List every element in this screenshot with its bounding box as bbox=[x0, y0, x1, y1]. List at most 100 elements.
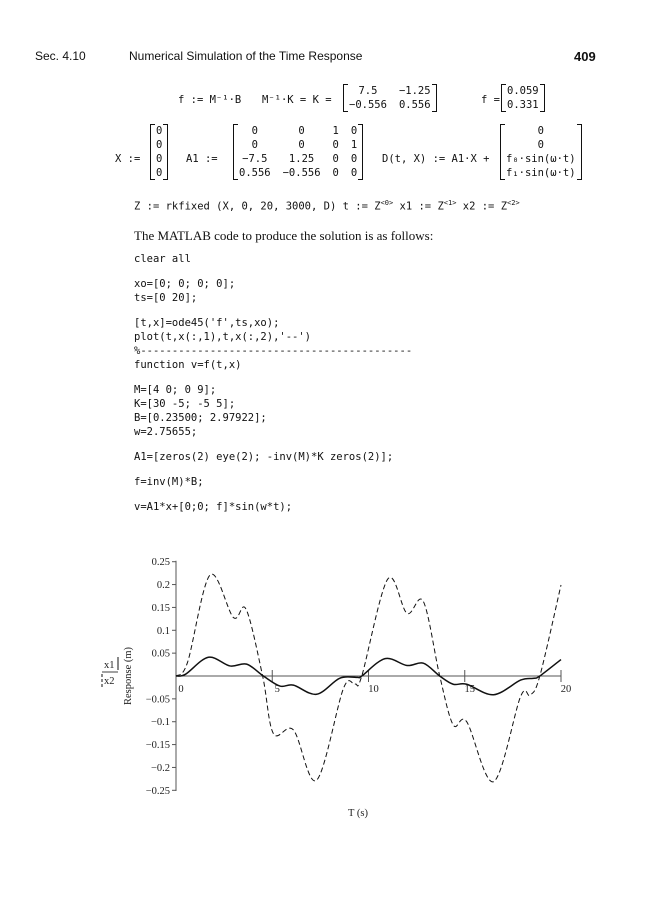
page-number: 409 bbox=[574, 49, 596, 64]
section-number: Sec. 4.10 bbox=[35, 49, 86, 63]
code-line: ts=[0 20]; bbox=[134, 292, 198, 304]
y-tick-label: 0.1 bbox=[157, 626, 170, 637]
matrix-cell: −7.5 bbox=[242, 153, 268, 165]
matrix-cell: 0.059 bbox=[507, 85, 539, 97]
k-matrix: 7.5 −1.25 −0.556 0.556 bbox=[343, 84, 437, 112]
code-line: B=[0.23500; 2.97922]; bbox=[134, 412, 267, 424]
code-block: f=inv(M)*B; bbox=[134, 475, 412, 489]
code-line: f=inv(M)*B; bbox=[134, 476, 204, 488]
matrix-row: 0.556 −0.556 0 0 bbox=[233, 166, 363, 180]
code-block: clear all bbox=[134, 252, 412, 266]
code-line: v=A1*x+[0;0; f]*sin(w*t); bbox=[134, 501, 293, 513]
code-line: w=2.75655; bbox=[134, 426, 198, 438]
matrix-cell: 0 bbox=[156, 139, 163, 151]
code-line: xo=[0; 0; 0; 0]; bbox=[134, 278, 236, 290]
code-line: A1=[zeros(2) eye(2); -inv(M)*K zeros(2)]… bbox=[134, 451, 394, 463]
x-vector: 0 0 0 0 bbox=[150, 124, 169, 180]
series-x1-line bbox=[175, 656, 562, 696]
code-block: [t,x]=ode45('f',ts,xo); plot(t,x(:,1),t,x… bbox=[134, 316, 412, 372]
x-tick-label: 5 bbox=[275, 684, 280, 695]
y-tick-label: 0.15 bbox=[152, 603, 170, 614]
y-tick-label: 0.05 bbox=[152, 649, 170, 660]
matrix-row: 0 bbox=[150, 166, 168, 180]
rkfixed-line: Z := rkfixed (X, 0, 20, 3000, D) t := Z<… bbox=[134, 199, 520, 213]
running-title: Numerical Simulation of the Time Respons… bbox=[129, 49, 363, 63]
matrix-cell: 0.331 bbox=[507, 99, 539, 111]
y-tick-label: −0.15 bbox=[146, 740, 170, 751]
d-vector: 0 0 f₀·sin(ω·t) f₁·sin(ω·t) bbox=[500, 124, 582, 180]
legend-label-x2: x2 bbox=[104, 676, 115, 687]
matrix-cell: −0.556 bbox=[282, 167, 321, 179]
code-line: clear all bbox=[134, 253, 191, 265]
matrix-cell: 0 bbox=[298, 139, 305, 151]
code-line: M=[4 0; 0 9]; bbox=[134, 384, 217, 396]
matrix-cell: 0 bbox=[537, 125, 544, 137]
matrix-cell: 0 bbox=[350, 167, 358, 179]
legend-label-x1: x1 bbox=[104, 660, 115, 671]
code-line: K=[30 -5; -5 5]; bbox=[134, 398, 236, 410]
matrix-cell: 0 bbox=[298, 125, 305, 137]
a1-matrix: 0 0 1 0 0 0 0 1 −7.5 1.25 0 0 0.556 −0.556 0 0 bbox=[233, 124, 364, 180]
matrix-cell: f₁·sin(ω·t) bbox=[506, 167, 576, 179]
code-line: function v=f(t,x) bbox=[134, 359, 242, 371]
matrix-row: 0.059 bbox=[501, 84, 545, 98]
matrix-cell: 0 bbox=[332, 167, 339, 179]
f-vector: 0.059 0.331 bbox=[501, 84, 545, 112]
x-lhs: X := bbox=[115, 153, 141, 165]
matrix-row: 0 bbox=[500, 138, 582, 152]
intro-text: The MATLAB code to produce the solution … bbox=[134, 228, 434, 243]
matrix-cell: 0 bbox=[350, 153, 358, 165]
matrix-cell: 1.25 bbox=[288, 153, 315, 165]
matrix-row: 0 bbox=[150, 152, 168, 166]
matrix-cell: 0 bbox=[156, 167, 163, 179]
x-tick-label: 10 bbox=[368, 684, 379, 695]
a1-lhs: A1 := bbox=[186, 153, 218, 165]
matrix-cell: 0 bbox=[332, 153, 339, 165]
matrix-cell: 0 bbox=[332, 139, 339, 151]
y-tick-label: 0.2 bbox=[157, 580, 170, 591]
code-block: M=[4 0; 0 9]; K=[30 -5; -5 5]; B=[0.23500;… bbox=[134, 383, 412, 439]
matrix-row: −7.5 1.25 0 0 bbox=[233, 152, 363, 166]
code-block: xo=[0; 0; 0; 0]; ts=[0 20]; bbox=[134, 277, 412, 305]
matrix-row: 0.331 bbox=[501, 98, 545, 112]
y-axis-label: Response (m) bbox=[123, 646, 134, 705]
matrix-cell: 0 bbox=[537, 139, 544, 151]
matrix-row: 7.5 −1.25 bbox=[343, 84, 437, 98]
matrix-cell: 0.556 bbox=[398, 99, 431, 111]
x-axis-label: T (s) bbox=[348, 808, 368, 819]
x-tick-label: 0 bbox=[178, 684, 183, 695]
x-tick-label: 20 bbox=[561, 684, 572, 695]
matrix-cell: −1.25 bbox=[398, 85, 431, 97]
matrix-row: −0.556 0.556 bbox=[343, 98, 437, 112]
matrix-row: f₀·sin(ω·t) bbox=[500, 152, 582, 166]
matrix-cell: 1 bbox=[350, 139, 358, 151]
code-line: %---------------------------------------… bbox=[134, 345, 413, 357]
y-tick-label: −0.25 bbox=[146, 786, 170, 797]
matrix-cell: 7.5 bbox=[358, 85, 378, 97]
y-tick-label: −0.05 bbox=[146, 694, 170, 705]
matrix-row: 0 bbox=[150, 138, 168, 152]
y-tick-label: −0.2 bbox=[151, 763, 170, 774]
x-tick-label: 15 bbox=[465, 684, 476, 695]
y-tick-label: 0.25 bbox=[152, 557, 170, 568]
matrix-cell: 0 bbox=[251, 139, 258, 151]
matlab-code: clear all xo=[0; 0; 0; 0]; ts=[0 20]; [t,x]… bbox=[134, 252, 412, 525]
f-lhs: f = bbox=[481, 94, 500, 106]
f-definition: f := M⁻¹·B bbox=[178, 94, 242, 106]
matrix-cell: 0 bbox=[350, 125, 358, 137]
matrix-cell: 0 bbox=[156, 153, 163, 165]
matrix-row: f₁·sin(ω·t) bbox=[500, 166, 582, 180]
matrix-row: 0 bbox=[150, 124, 168, 138]
matrix-cell: 0.556 bbox=[239, 167, 271, 179]
matrix-cell: 1 bbox=[332, 125, 339, 137]
code-line: [t,x]=ode45('f',ts,xo); bbox=[134, 317, 280, 329]
matrix-cell: 0 bbox=[156, 125, 163, 137]
matrix-cell: −0.556 bbox=[349, 99, 387, 111]
matrix-cell: f₀·sin(ω·t) bbox=[506, 153, 576, 165]
y-tick-label: −0.1 bbox=[151, 717, 170, 728]
matrix-cell: 0 bbox=[251, 125, 258, 137]
